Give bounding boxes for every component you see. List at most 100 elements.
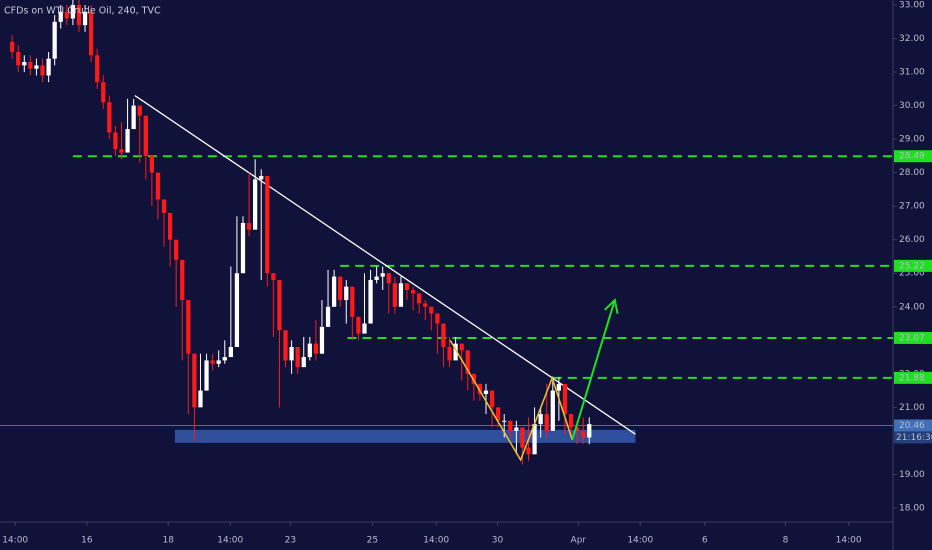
candle-body (538, 414, 543, 425)
candle-body (234, 273, 240, 348)
x-tick-label: Apr (571, 536, 587, 546)
candle-body (259, 176, 264, 180)
candle-body (319, 326, 325, 354)
arrow (571, 299, 616, 441)
candle-body (149, 155, 154, 173)
candle-body (58, 11, 63, 22)
countdown: 21:16:30 (896, 433, 932, 443)
candle-body (161, 199, 167, 213)
candle-body (95, 55, 100, 83)
candle-body (228, 347, 233, 358)
candle-body (40, 65, 45, 76)
candle-body (362, 323, 367, 334)
candle-body (119, 149, 124, 153)
y-tick-label: 26.00 (899, 235, 925, 245)
candle-body (477, 383, 483, 394)
candle-body (550, 390, 555, 431)
y-tick-label: 27.00 (899, 202, 925, 212)
level-label-bg (894, 331, 932, 344)
candle-body (556, 383, 562, 391)
candle-body (344, 286, 349, 301)
candle-body (574, 427, 580, 431)
candle-body (532, 424, 537, 455)
candle-body (356, 316, 361, 334)
candle-body (417, 293, 422, 304)
candle-body (325, 306, 331, 327)
candle-body (392, 283, 397, 307)
level-label-bg (894, 371, 932, 384)
x-tick-label: 14:00 (2, 536, 28, 546)
candle-body (471, 373, 476, 384)
candle-body (52, 21, 57, 59)
candle-body (313, 343, 319, 354)
candle-body (331, 276, 337, 307)
x-tick-label: 14:00 (627, 536, 653, 546)
candle-body (307, 343, 312, 358)
x-tick-label: 25 (367, 536, 378, 546)
zigzag (449, 339, 573, 462)
candle-body (410, 290, 416, 294)
y-tick-label: 29.00 (899, 135, 925, 145)
candle-body (404, 283, 410, 291)
candle-body (46, 58, 51, 76)
x-tick-label: 14:00 (423, 536, 449, 546)
y-tick-label: 30.00 (899, 101, 925, 111)
candle-body (465, 350, 470, 374)
candle-body (198, 390, 203, 408)
candle-body (192, 353, 197, 408)
candle-body (16, 51, 21, 66)
y-tick-label: 21.00 (899, 403, 925, 413)
candle-body (88, 11, 94, 56)
candle-body (489, 390, 495, 408)
candle-body (271, 273, 276, 280)
candle-body (113, 132, 118, 150)
candle-body (562, 383, 568, 415)
candle-body (107, 102, 112, 133)
candle-body (368, 279, 373, 324)
candle-body (587, 424, 592, 438)
candle-body (125, 129, 130, 153)
candle-body (167, 212, 173, 240)
candle-body (283, 330, 288, 361)
level-label: 23.07 (899, 333, 925, 343)
candle-body (22, 62, 27, 66)
candle-body (277, 279, 282, 331)
candle-body (76, 5, 82, 26)
candle-body (174, 239, 179, 260)
level-label-bg (894, 259, 932, 272)
candle-body (453, 343, 458, 361)
y-tick-label: 28.00 (899, 168, 925, 178)
candle-body (568, 414, 574, 428)
candle-body (28, 62, 33, 69)
candle-body (459, 343, 464, 351)
x-tick-label: 16 (81, 536, 93, 546)
candle-body (301, 357, 306, 368)
candle-body (10, 41, 15, 52)
y-tick-label: 25.00 (899, 269, 925, 279)
candle-body (514, 427, 519, 431)
x-tick-label: 14:00 (217, 536, 243, 546)
candle-body (520, 427, 525, 448)
y-tick-label: 19.00 (899, 470, 925, 480)
x-tick-label: 8 (783, 536, 789, 546)
candle-body (64, 11, 69, 19)
support-zone (174, 429, 636, 443)
candle-body (137, 105, 142, 116)
x-tick-label: 30 (492, 536, 504, 546)
chart-title: CFDs on WTI Crude Oil, 240, TVC (4, 6, 161, 17)
candle-body (70, 5, 76, 19)
candle-body (581, 430, 586, 438)
x-tick-label: 18 (163, 536, 175, 546)
candle-body (82, 11, 88, 26)
candle-body (508, 420, 513, 431)
y-tick-label: 32.00 (899, 34, 925, 44)
level-label: 28.49 (899, 152, 925, 162)
price-label-bg (894, 419, 932, 432)
y-tick-label: 33.00 (899, 1, 925, 11)
y-tick-label: 18.00 (899, 503, 925, 513)
candle-body (246, 222, 252, 230)
candle-body (180, 259, 185, 301)
candle-body (374, 276, 379, 280)
